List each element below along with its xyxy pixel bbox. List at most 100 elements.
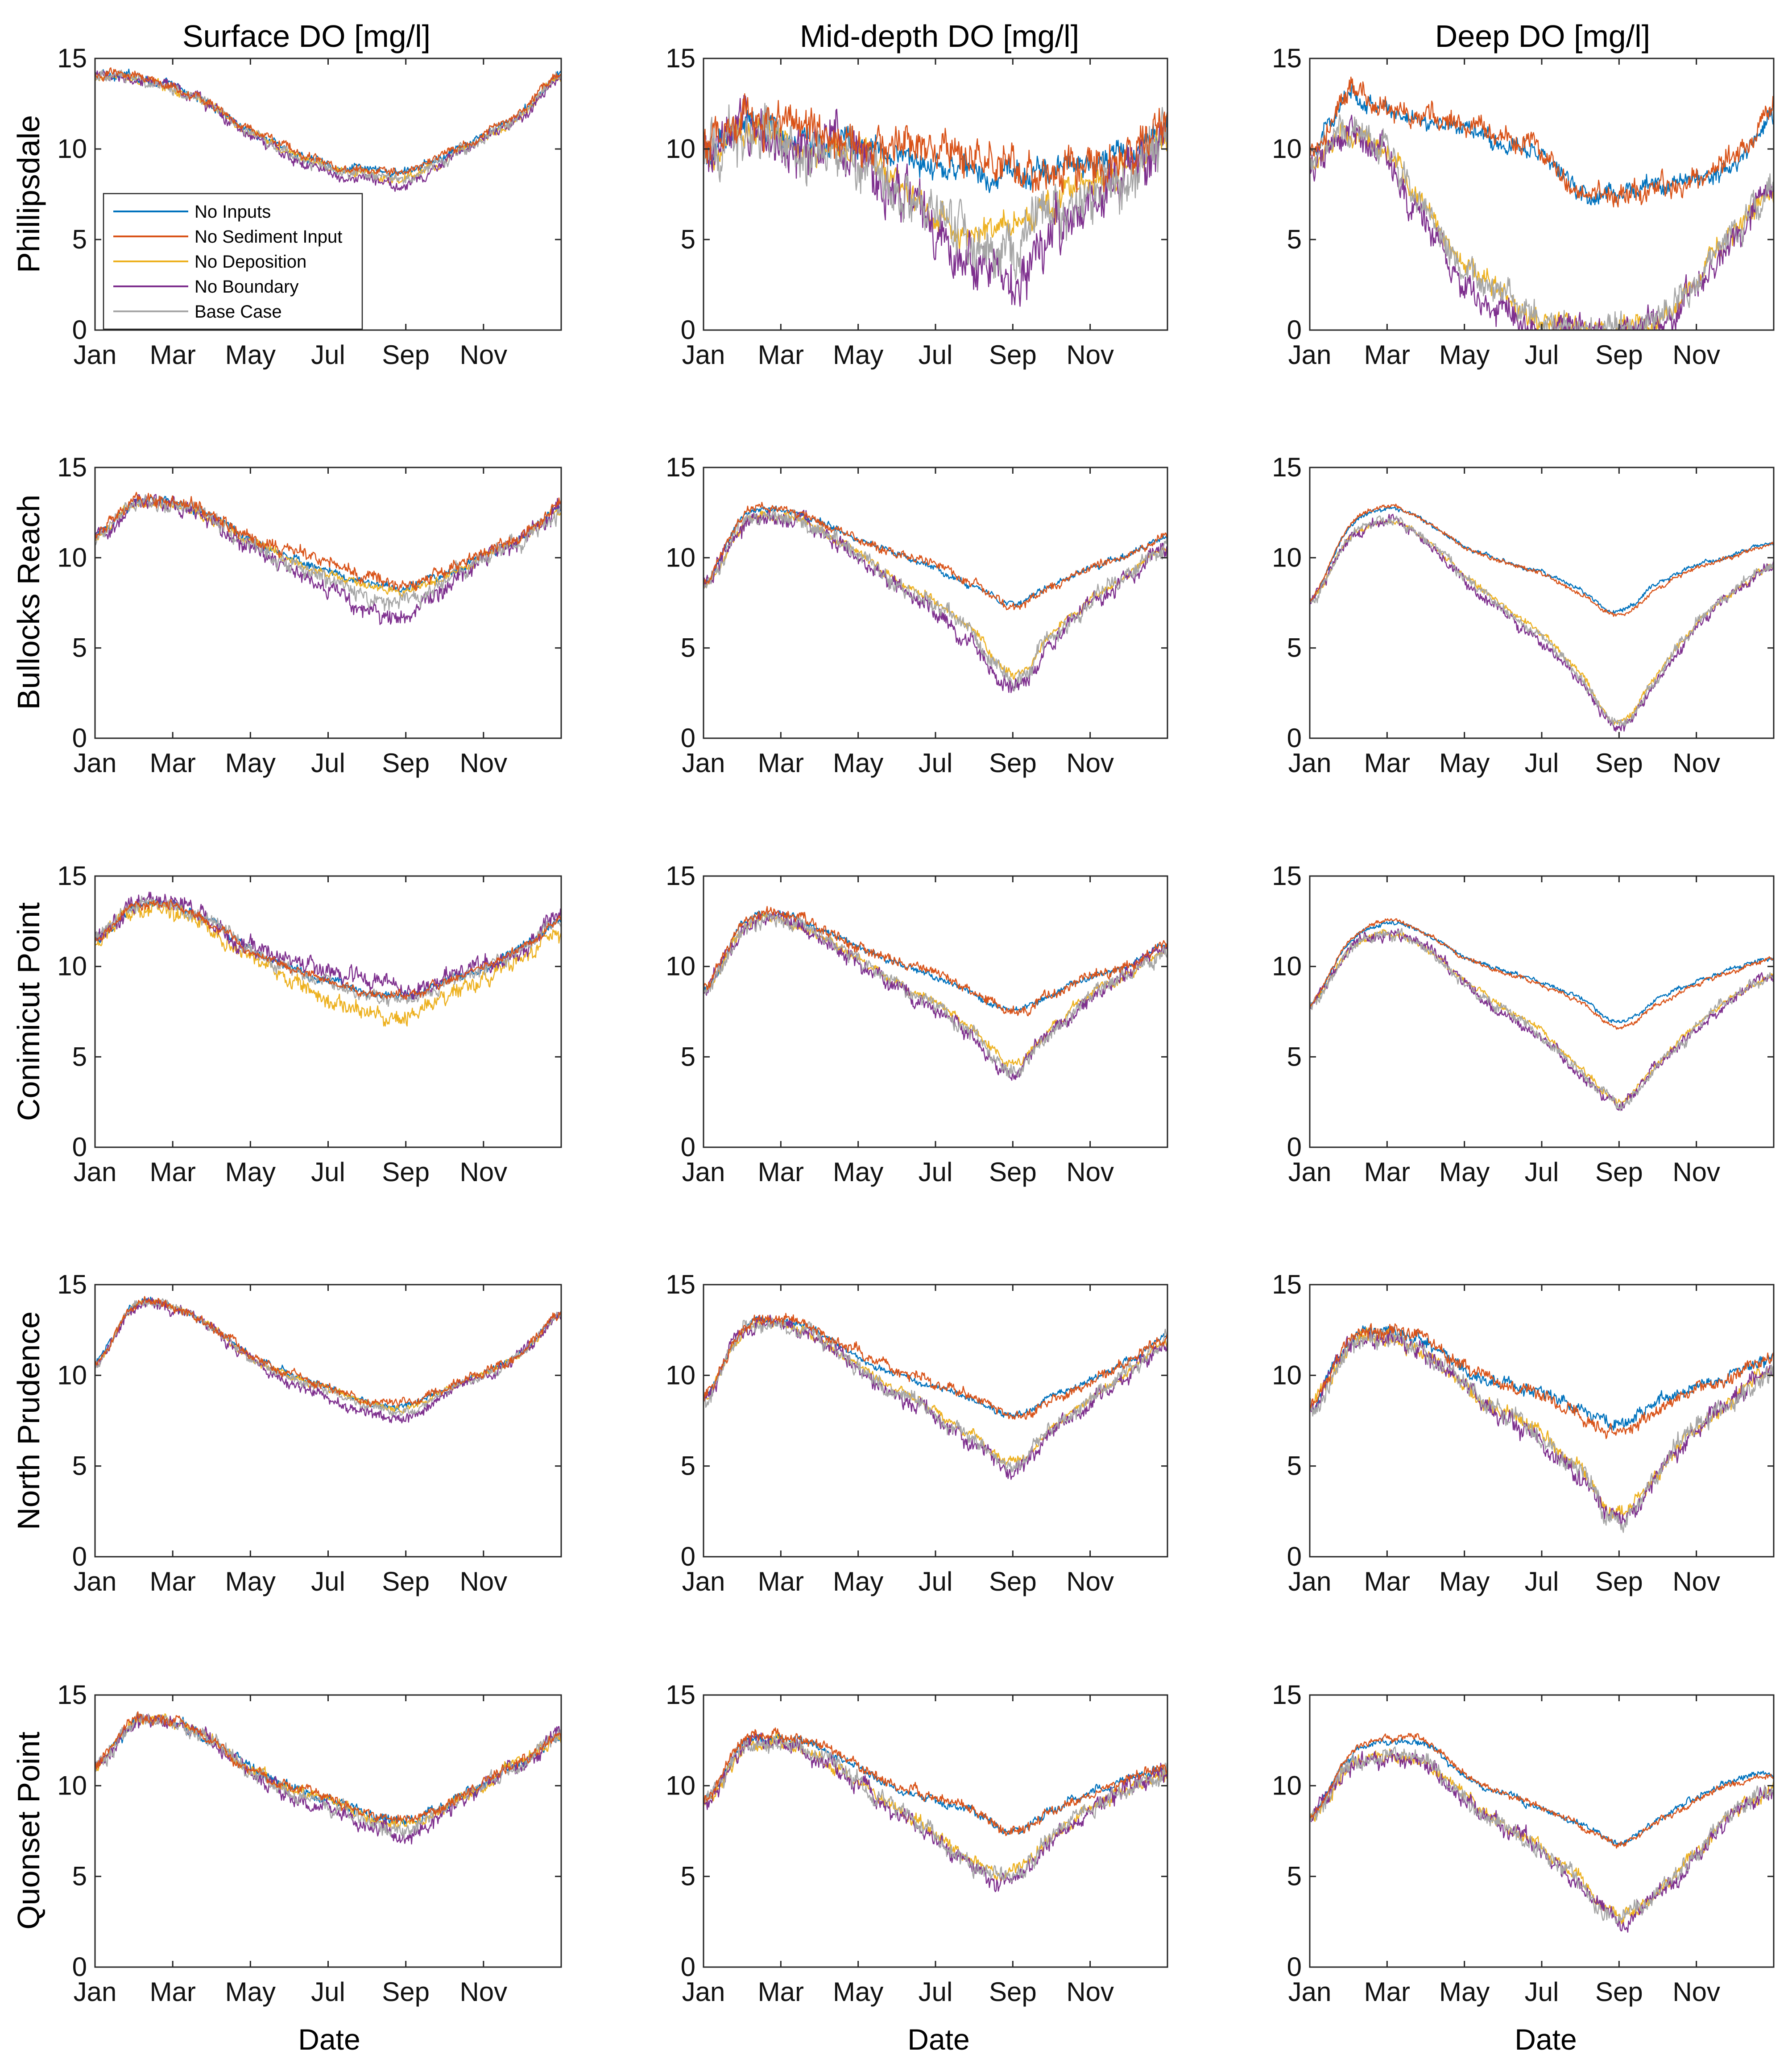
x-tick-label: Mar bbox=[149, 340, 195, 370]
y-tick-label: 10 bbox=[666, 1360, 695, 1390]
y-tick-label: 15 bbox=[57, 1680, 87, 1710]
series-line-no-boundary bbox=[95, 494, 561, 625]
series-line-no-sediment-input bbox=[704, 906, 1167, 1017]
y-tick-label: 5 bbox=[72, 1451, 87, 1481]
column-title-deep: Deep DO [mg/l] bbox=[1435, 19, 1650, 54]
y-tick-label: 10 bbox=[666, 951, 695, 981]
x-tick-label: May bbox=[833, 1977, 883, 2007]
y-tick-label: 15 bbox=[1272, 1680, 1302, 1710]
x-tick-label: Nov bbox=[459, 1157, 507, 1187]
panel-phillipsdale-mid-depth: 0 5 10 15 Jan Mar May Jul Sep Nov bbox=[666, 43, 1168, 370]
x-tick-label: May bbox=[1439, 748, 1490, 778]
plot-area bbox=[95, 891, 561, 1027]
x-tick-label: Mar bbox=[758, 748, 804, 778]
y-tick-label: 0 bbox=[72, 1952, 87, 1982]
y-tick-label: 0 bbox=[681, 1132, 695, 1162]
row-label-bullocks-reach: Bullocks Reach bbox=[11, 495, 46, 710]
y-tick-label: 15 bbox=[1272, 1269, 1302, 1299]
x-tick-label: Nov bbox=[1066, 1157, 1114, 1187]
x-axis-label-mid-depth: Date bbox=[907, 2023, 969, 2056]
panel-quonset-point-mid-depth: 0 5 10 15 Jan Mar May Jul Sep Nov bbox=[666, 1680, 1168, 2007]
x-tick-label: Sep bbox=[989, 1157, 1037, 1187]
x-tick-label: Sep bbox=[989, 1567, 1037, 1596]
y-tick-label: 15 bbox=[57, 43, 87, 73]
series-line-no-deposition bbox=[1310, 1327, 1774, 1519]
x-tick-label: Mar bbox=[149, 748, 195, 778]
series-line-base-case bbox=[704, 509, 1167, 692]
series-line-no-sediment-input bbox=[1310, 1733, 1774, 1849]
series-line-no-sediment-input bbox=[95, 67, 561, 176]
x-tick-label: Sep bbox=[1595, 1977, 1643, 2007]
x-tick-label: Sep bbox=[1595, 340, 1643, 370]
y-tick-label: 0 bbox=[72, 315, 87, 345]
y-tick-label: 10 bbox=[666, 134, 695, 164]
y-tick-label: 10 bbox=[57, 134, 87, 164]
x-tick-label: Jul bbox=[1525, 1567, 1559, 1596]
x-tick-label: Mar bbox=[1364, 1157, 1410, 1187]
series-line-base-case bbox=[704, 911, 1167, 1078]
series-line-no-inputs bbox=[1310, 82, 1774, 206]
x-tick-label: May bbox=[225, 340, 276, 370]
y-tick-label: 0 bbox=[72, 723, 87, 753]
x-tick-label: Jan bbox=[682, 1157, 725, 1187]
y-tick-label: 5 bbox=[681, 224, 695, 254]
x-tick-label: Jan bbox=[1288, 1977, 1332, 2007]
y-tick-label: 10 bbox=[57, 951, 87, 981]
y-tick-label: 10 bbox=[1272, 134, 1302, 164]
x-tick-label: Jan bbox=[1288, 1567, 1332, 1596]
y-tick-label: 15 bbox=[57, 861, 87, 891]
x-tick-label: Nov bbox=[459, 1977, 507, 2007]
x-tick-label: Mar bbox=[1364, 1977, 1410, 2007]
x-tick-label: Nov bbox=[459, 340, 507, 370]
row-labels: Phillipsdale Bullocks Reach Conimicut Po… bbox=[11, 115, 46, 1930]
x-tick-label: Jan bbox=[74, 1977, 117, 2007]
x-tick-label: Jan bbox=[1288, 340, 1332, 370]
plot-area bbox=[1310, 1733, 1774, 1933]
series-line-no-sediment-input bbox=[704, 93, 1167, 193]
x-tick-label: Nov bbox=[1066, 748, 1114, 778]
y-tick-label: 0 bbox=[1287, 1542, 1302, 1571]
x-tick-label: May bbox=[225, 1157, 276, 1187]
row-label-conimicut-point: Conimicut Point bbox=[11, 902, 46, 1121]
y-tick-label: 5 bbox=[681, 1451, 695, 1481]
y-tick-label: 10 bbox=[57, 1360, 87, 1390]
x-tick-label: May bbox=[225, 748, 276, 778]
plot-area bbox=[95, 67, 561, 192]
x-tick-label: Nov bbox=[1066, 340, 1114, 370]
x-tick-label: May bbox=[833, 340, 883, 370]
series-line-no-sediment-input bbox=[1310, 504, 1774, 617]
series-line-base-case bbox=[704, 103, 1167, 281]
x-tick-label: Sep bbox=[1595, 1567, 1643, 1596]
y-tick-label: 5 bbox=[72, 1861, 87, 1891]
series-line-no-sediment-input bbox=[1310, 918, 1774, 1030]
x-tick-label: Sep bbox=[989, 340, 1037, 370]
x-tick-label: Jul bbox=[919, 1977, 953, 2007]
row-label-quonset-point: Quonset Point bbox=[11, 1732, 46, 1930]
x-tick-label: Mar bbox=[1364, 340, 1410, 370]
x-tick-label: Nov bbox=[1066, 1977, 1114, 2007]
series-line-no-sediment-input bbox=[704, 502, 1167, 611]
x-tick-label: May bbox=[833, 748, 883, 778]
x-tick-label: May bbox=[225, 1977, 276, 2007]
series-line-base-case bbox=[1310, 1327, 1774, 1533]
y-tick-label: 5 bbox=[1287, 1451, 1302, 1481]
panel-conimicut-point-mid-depth: 0 5 10 15 Jan Mar May Jul Sep Nov bbox=[666, 861, 1168, 1187]
plot-area bbox=[704, 1313, 1167, 1480]
series-line-no-sediment-input bbox=[1310, 1323, 1774, 1439]
x-tick-label: May bbox=[1439, 340, 1490, 370]
plot-area bbox=[1310, 76, 1774, 330]
x-tick-label: Sep bbox=[382, 1157, 430, 1187]
y-tick-label: 10 bbox=[666, 542, 695, 572]
series-line-no-deposition bbox=[95, 898, 561, 1027]
plot-area bbox=[704, 906, 1167, 1081]
series-line-base-case bbox=[704, 1317, 1167, 1473]
x-tick-label: Jul bbox=[919, 748, 953, 778]
y-tick-label: 5 bbox=[681, 1861, 695, 1891]
series-line-no-sediment-input bbox=[95, 1296, 561, 1408]
x-tick-label: Mar bbox=[1364, 1567, 1410, 1596]
y-tick-label: 5 bbox=[1287, 224, 1302, 254]
x-tick-label: Mar bbox=[149, 1157, 195, 1187]
column-title-surface: Surface DO [mg/l] bbox=[182, 19, 430, 54]
panel-north-prudence-mid-depth: 0 5 10 15 Jan Mar May Jul Sep Nov bbox=[666, 1269, 1168, 1596]
